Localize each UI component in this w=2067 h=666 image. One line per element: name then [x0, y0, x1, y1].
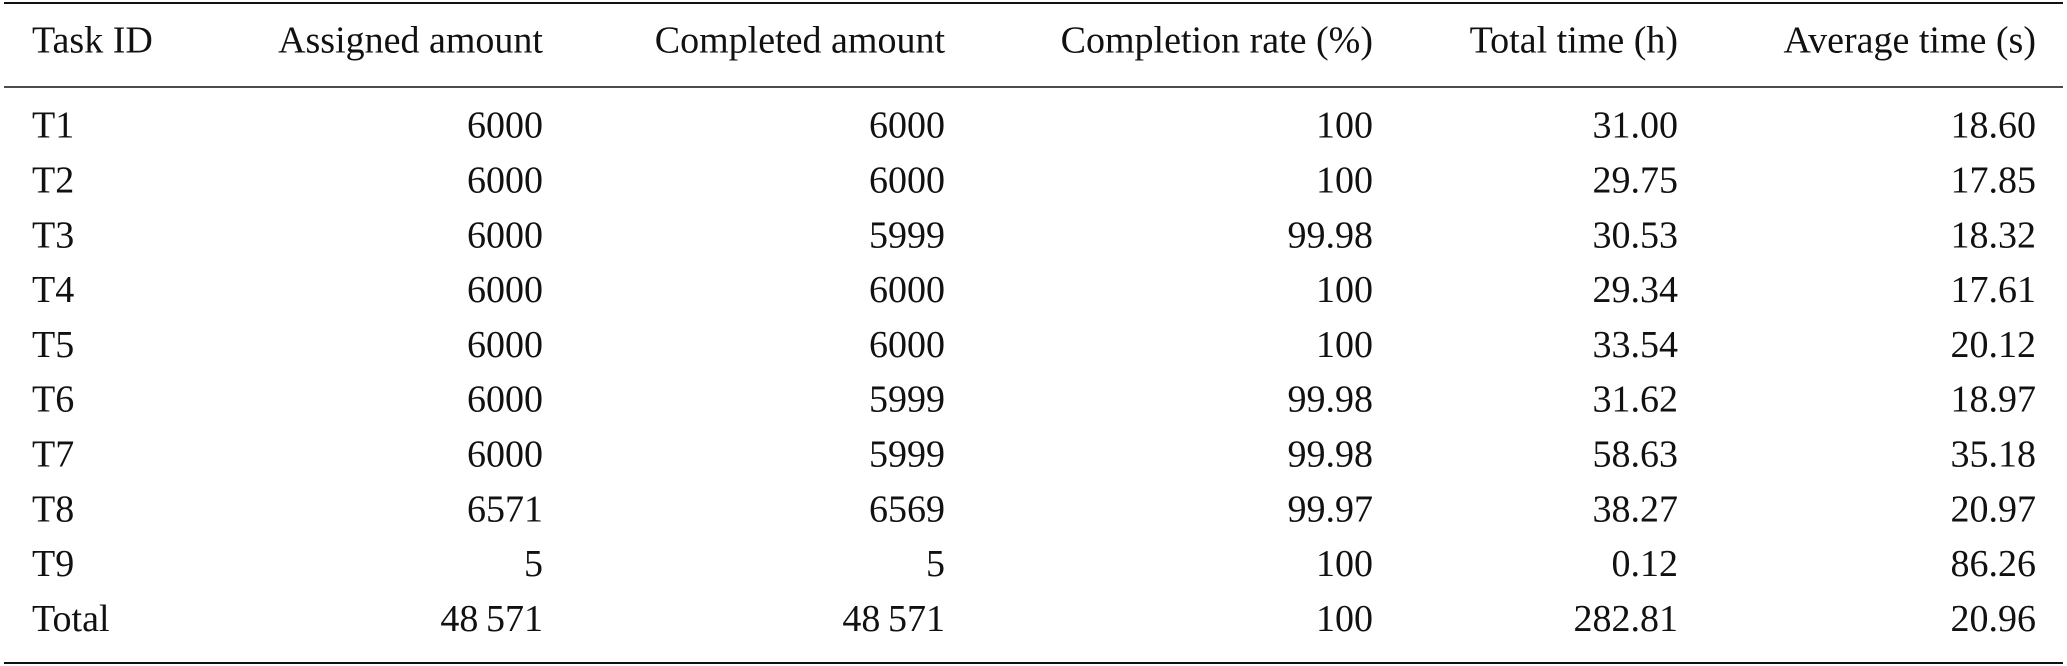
cell: 29.34: [1593, 269, 1679, 311]
cell: 6000: [467, 105, 543, 147]
cell: 48 571: [440, 598, 543, 640]
cell: 100: [1316, 543, 1373, 585]
cell: 6000: [467, 160, 543, 202]
cell: T5: [32, 324, 74, 366]
cell: 18.60: [1951, 105, 2037, 147]
cell: T1: [32, 105, 74, 147]
cell: 6000: [467, 269, 543, 311]
cell: 5999: [869, 379, 945, 421]
header-cell: Task ID: [32, 20, 153, 62]
cell: T2: [32, 160, 74, 202]
cell: 17.85: [1951, 160, 2037, 202]
cell: T4: [32, 269, 74, 311]
cell: 100: [1316, 105, 1373, 147]
cell: 17.61: [1951, 269, 2037, 311]
cell: 100: [1316, 324, 1373, 366]
cell: 33.54: [1593, 324, 1679, 366]
cell: 6000: [467, 434, 543, 476]
cell: 6000: [467, 379, 543, 421]
cell: 5: [524, 543, 543, 585]
cell: 99.98: [1288, 379, 1374, 421]
cell: 6000: [869, 160, 945, 202]
header-cell: Average time (s): [1783, 20, 2036, 62]
cell: 100: [1316, 598, 1373, 640]
cell: 0.12: [1612, 543, 1679, 585]
cell: 5: [926, 543, 945, 585]
cell: 20.96: [1951, 598, 2037, 640]
cell: 31.00: [1593, 105, 1679, 147]
cell: 6569: [869, 488, 945, 530]
cell: 48 571: [842, 598, 945, 640]
cell: 99.98: [1288, 214, 1374, 256]
cell: 5999: [869, 214, 945, 256]
cell: 100: [1316, 160, 1373, 202]
header-cell: Total time (h): [1470, 20, 1678, 62]
cell: 6000: [467, 214, 543, 256]
cell: T7: [32, 434, 74, 476]
cell: 30.53: [1593, 214, 1679, 256]
cell: 5999: [869, 434, 945, 476]
cell: 6000: [869, 324, 945, 366]
header-cell: Completed amount: [655, 20, 946, 62]
cell: 6000: [869, 105, 945, 147]
cell: T9: [32, 543, 74, 585]
cell: 6000: [869, 269, 945, 311]
cell: 29.75: [1593, 160, 1679, 202]
cell: T3: [32, 214, 74, 256]
header-cell: Assigned amount: [278, 20, 543, 62]
cell: 58.63: [1593, 434, 1679, 476]
cell: 6571: [467, 488, 543, 530]
cell: 20.97: [1951, 488, 2037, 530]
cell: 100: [1316, 269, 1373, 311]
cell: 18.32: [1951, 214, 2037, 256]
cell: 6000: [467, 324, 543, 366]
header-cell: Completion rate (%): [1061, 20, 1373, 62]
cell: Total: [32, 598, 110, 640]
cell: 99.97: [1288, 488, 1374, 530]
cell: 38.27: [1593, 488, 1679, 530]
cell: 20.12: [1951, 324, 2037, 366]
cell: 31.62: [1593, 379, 1679, 421]
cell: T8: [32, 488, 74, 530]
cell: 18.97: [1951, 379, 2037, 421]
cell: T6: [32, 379, 74, 421]
cell: 99.98: [1288, 434, 1374, 476]
cell: 86.26: [1951, 543, 2037, 585]
cell: 35.18: [1951, 434, 2037, 476]
cell: 282.81: [1574, 598, 1679, 640]
